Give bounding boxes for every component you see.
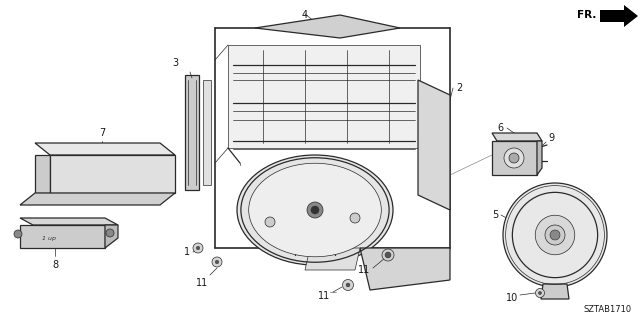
Polygon shape <box>228 45 420 148</box>
Text: FR.: FR. <box>577 10 596 20</box>
Polygon shape <box>105 225 118 248</box>
Circle shape <box>346 283 350 287</box>
Circle shape <box>196 246 200 250</box>
Circle shape <box>265 217 275 227</box>
Text: 8: 8 <box>52 260 58 270</box>
Text: 9: 9 <box>548 133 554 143</box>
Circle shape <box>311 206 319 214</box>
Text: 11: 11 <box>196 278 208 288</box>
Text: 10: 10 <box>506 293 518 303</box>
Circle shape <box>193 243 203 253</box>
Circle shape <box>342 279 353 291</box>
Circle shape <box>307 202 323 218</box>
Circle shape <box>382 249 394 261</box>
Text: 5: 5 <box>492 210 498 220</box>
Text: 1: 1 <box>184 247 190 257</box>
Polygon shape <box>35 155 50 193</box>
Polygon shape <box>20 193 175 205</box>
Circle shape <box>385 252 391 258</box>
Polygon shape <box>203 80 211 185</box>
Text: 4: 4 <box>302 10 308 20</box>
Polygon shape <box>600 5 638 27</box>
Polygon shape <box>20 225 105 248</box>
Polygon shape <box>492 141 537 175</box>
Polygon shape <box>541 284 569 299</box>
Polygon shape <box>305 248 360 270</box>
Polygon shape <box>255 15 400 38</box>
Text: 3: 3 <box>172 58 178 68</box>
Circle shape <box>350 213 360 223</box>
Text: 1 up: 1 up <box>42 236 56 241</box>
Circle shape <box>536 289 545 298</box>
Polygon shape <box>185 75 199 190</box>
Polygon shape <box>20 218 118 225</box>
Ellipse shape <box>249 163 381 257</box>
Circle shape <box>504 148 524 168</box>
Circle shape <box>538 292 541 295</box>
Ellipse shape <box>237 155 393 265</box>
Text: —: — <box>330 289 337 295</box>
Circle shape <box>106 229 114 237</box>
Circle shape <box>550 230 560 240</box>
Polygon shape <box>360 248 450 290</box>
Circle shape <box>215 260 219 264</box>
Circle shape <box>535 215 575 255</box>
Text: 6: 6 <box>498 123 504 133</box>
Text: SZTAB1710: SZTAB1710 <box>584 305 632 314</box>
Polygon shape <box>537 141 542 175</box>
Text: 11: 11 <box>317 291 330 301</box>
Text: 11: 11 <box>358 265 370 275</box>
Polygon shape <box>50 155 175 193</box>
Circle shape <box>212 257 222 267</box>
Circle shape <box>545 225 565 245</box>
Text: 7: 7 <box>99 128 105 138</box>
Circle shape <box>503 183 607 287</box>
Polygon shape <box>492 133 542 141</box>
Circle shape <box>509 153 519 163</box>
Text: 2: 2 <box>456 83 462 93</box>
Polygon shape <box>418 80 450 210</box>
Polygon shape <box>35 143 175 155</box>
Circle shape <box>14 230 22 238</box>
